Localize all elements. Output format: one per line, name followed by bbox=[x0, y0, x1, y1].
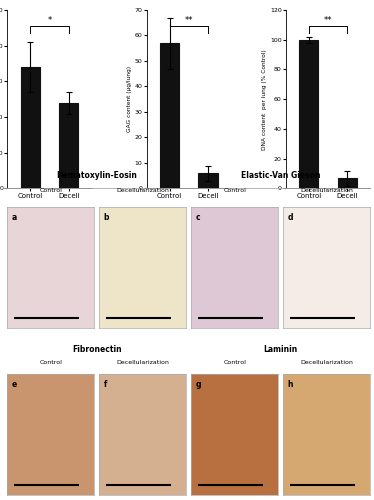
Bar bbox=[59, 103, 79, 188]
Bar bbox=[160, 43, 179, 189]
Text: Decellularization: Decellularization bbox=[300, 360, 353, 365]
Text: Control: Control bbox=[223, 360, 246, 365]
Text: Control: Control bbox=[39, 360, 62, 365]
Bar bbox=[338, 178, 357, 188]
Bar bbox=[299, 40, 319, 188]
Text: a: a bbox=[12, 213, 17, 222]
Y-axis label: GAG content (μg/lung): GAG content (μg/lung) bbox=[127, 66, 132, 132]
Text: Decellularization: Decellularization bbox=[116, 188, 169, 193]
Bar bbox=[199, 173, 218, 188]
Text: Fibronectin: Fibronectin bbox=[72, 345, 122, 354]
Text: *: * bbox=[47, 16, 52, 25]
Text: g: g bbox=[196, 380, 201, 389]
Bar bbox=[21, 67, 40, 188]
Text: Control: Control bbox=[223, 188, 246, 193]
Text: e: e bbox=[12, 380, 17, 389]
Y-axis label: DNA content  per lung (% Control): DNA content per lung (% Control) bbox=[262, 49, 267, 150]
Text: **: ** bbox=[324, 16, 332, 25]
Text: Hematoxylin-Eosin: Hematoxylin-Eosin bbox=[56, 170, 137, 179]
Text: f: f bbox=[104, 380, 107, 389]
Text: Laminin: Laminin bbox=[264, 345, 298, 354]
Text: Decellularization: Decellularization bbox=[300, 188, 353, 193]
Text: c: c bbox=[196, 213, 200, 222]
Text: Elastic-Van Gieson: Elastic-Van Gieson bbox=[241, 170, 321, 179]
Text: b: b bbox=[104, 213, 109, 222]
Text: Control: Control bbox=[39, 188, 62, 193]
Text: Decellularization: Decellularization bbox=[116, 360, 169, 365]
Text: d: d bbox=[288, 213, 293, 222]
Text: **: ** bbox=[185, 16, 193, 25]
Text: h: h bbox=[288, 380, 293, 389]
